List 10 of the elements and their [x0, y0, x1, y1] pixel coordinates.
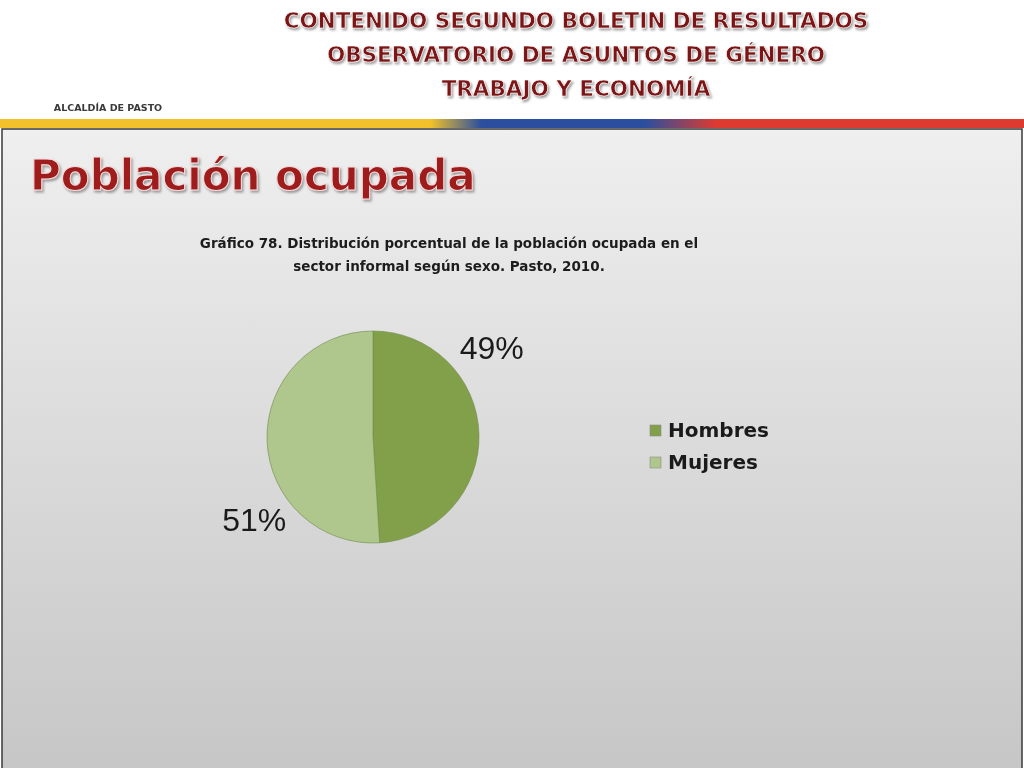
legend-label: Mujeres: [668, 449, 758, 474]
text: CONTENIDO SEGUNDO BOLETIN DE RESULTADOS: [283, 8, 869, 33]
text: OBSERVATORIO DE ASUNTOS DE GÉNERO: [326, 42, 826, 67]
data-label: 51%: [222, 502, 287, 539]
data-label: 49%: [459, 330, 524, 367]
chart-subtitle: Población ocupada: [30, 150, 476, 200]
chart-title: Gráfico 78. Distribución porcentual de la población ocupada en el sector informal según sexo. Pasto, 2010.: [199, 235, 699, 274]
text: TRABAJO Y ECONOMÍA: [441, 76, 711, 101]
text: ALCALDÍA DE PASTO: [53, 101, 163, 113]
legend-label: Hombres: [668, 417, 769, 442]
